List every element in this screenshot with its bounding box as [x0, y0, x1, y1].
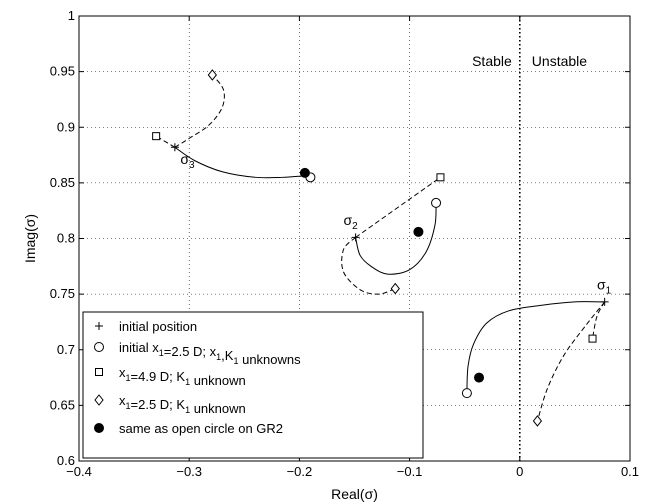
- initial-position-marker: [170, 143, 179, 152]
- legend-square-icon: [95, 368, 103, 376]
- x-axis-label: Real(σ): [331, 486, 378, 502]
- y-tick-label: 0.6: [57, 453, 75, 468]
- legend-entry: same as open circle on GR2: [94, 421, 283, 436]
- initial-position-marker: [600, 297, 609, 306]
- legend-entry: initial x1=2.5 D; x1,K1 unknowns: [94, 340, 301, 367]
- data-point: [431, 197, 442, 208]
- legend-open-circle-icon: [94, 342, 104, 352]
- legend: initial position initial x1=2.5 D; x1,K1 …: [82, 311, 424, 459]
- legend-label: x1=4.9 D; K1 unknown: [119, 365, 246, 388]
- data-point: [152, 132, 161, 141]
- sigma-label: σ2: [343, 212, 358, 232]
- legend-box: [82, 311, 424, 459]
- data-point: [413, 226, 424, 237]
- sigma-label: σ1: [597, 277, 612, 297]
- data-point: [461, 388, 472, 399]
- legend-label: x1=2.5 D; K1 unknown: [119, 393, 246, 416]
- x-tick-label: −0.1: [397, 464, 423, 479]
- series-line: [174, 74, 225, 148]
- legend-plus-icon: [95, 322, 103, 330]
- initial-position-marker: [351, 233, 360, 242]
- y-tick-label: 0.75: [50, 286, 75, 301]
- legend-filled-circle-icon: [94, 423, 104, 433]
- plot-series: [152, 69, 609, 427]
- series-line: [355, 176, 441, 238]
- annotations: σ3 σ2 σ1: [180, 151, 611, 297]
- data-point: [207, 69, 217, 81]
- legend-label: same as open circle on GR2: [119, 421, 283, 436]
- legend-label: initial position: [119, 319, 197, 334]
- data-point: [532, 415, 543, 427]
- axis-labels: Real(σ) Imag(σ): [22, 214, 378, 502]
- legend-entry: initial position: [95, 319, 197, 334]
- stable-region-label: Stable: [472, 53, 512, 69]
- y-axis-label: Imag(σ): [22, 214, 38, 263]
- legend-entry: x1=4.9 D; K1 unknown: [95, 365, 246, 388]
- y-tick-label: 0.65: [50, 397, 75, 412]
- x-tick-label: 0.1: [621, 464, 639, 479]
- y-tick-label: 0.7: [57, 342, 75, 357]
- stability-boundary: Stable Unstable: [472, 16, 587, 461]
- series-line: [536, 301, 606, 422]
- series-line: [355, 202, 437, 275]
- y-tick-label: 0.9: [57, 119, 75, 134]
- axis-ticks: −0.4 −0.3 −0.2 −0.1 0 0.1 0.6 0.65 0.7 0.75 0.8 0.8…: [50, 8, 639, 479]
- data-point: [474, 372, 485, 383]
- sigma-label: σ3: [180, 151, 195, 171]
- legend-entry: x1=2.5 D; K1 unknown: [94, 393, 246, 416]
- series-line: [174, 146, 311, 179]
- x-tick-label: −0.3: [176, 464, 202, 479]
- series-2: [174, 69, 606, 427]
- y-tick-label: 0.8: [57, 231, 75, 246]
- x-tick-label: −0.2: [287, 464, 313, 479]
- data-point: [588, 334, 597, 343]
- x-tick-label: 0: [516, 464, 523, 479]
- data-point: [390, 282, 400, 295]
- legend-diamond-icon: [94, 394, 104, 406]
- data-point: [436, 173, 445, 182]
- unstable-region-label: Unstable: [532, 53, 587, 69]
- y-tick-label: 0.95: [50, 64, 75, 79]
- y-tick-label: 1: [68, 8, 75, 23]
- series-line: [466, 301, 605, 393]
- y-tick-label: 0.85: [50, 175, 75, 190]
- x-tick-label: −0.4: [66, 464, 92, 479]
- legend-label: initial x1=2.5 D; x1,K1 unknowns: [119, 340, 301, 367]
- data-point: [299, 167, 310, 178]
- series-line: [341, 237, 396, 295]
- series-3: [299, 167, 485, 383]
